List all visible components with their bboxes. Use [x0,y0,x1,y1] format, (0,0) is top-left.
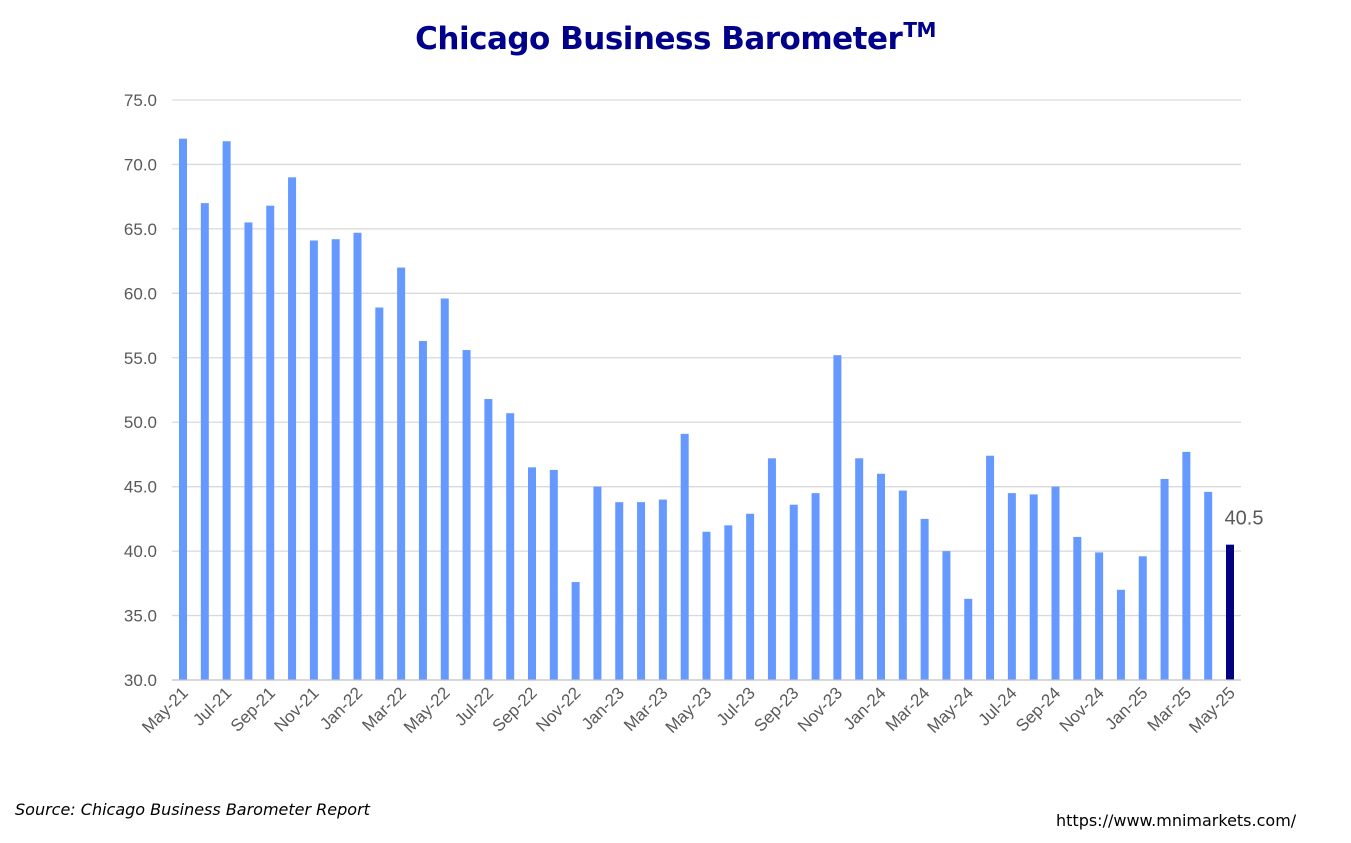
y-tick-label: 70.0 [124,155,157,174]
x-tick-label: Sep-21 [227,683,279,735]
y-tick-label: 60.0 [124,284,157,303]
bar-jun-24 [986,455,995,680]
bar-jul-24 [1007,493,1016,680]
x-tick-label: Sep-22 [489,683,541,735]
bar-jan-22 [353,232,362,680]
x-tick-label: Nov-21 [271,683,323,735]
y-tick-label: 40.0 [124,542,157,561]
x-tick-label: May-24 [924,683,978,737]
bar-jul-22 [484,399,493,680]
bar-nov-23 [833,355,842,680]
bar-feb-24 [898,490,907,680]
bar-may-25 [1226,544,1234,680]
bar-nov-24 [1095,552,1104,680]
source-url: https://www.mnimarkets.com/ [1056,811,1297,830]
data-labels: 40.5 [1225,508,1264,530]
data-label-latest: 40.5 [1225,508,1264,530]
bar-aug-23 [767,458,776,680]
x-tick-label: Jan-25 [1101,683,1151,733]
bar-sep-23 [789,504,798,680]
bar-dec-24 [1116,589,1125,680]
x-tick-label: May-23 [662,683,716,737]
bar-aug-21 [244,222,253,680]
y-tick-label: 65.0 [124,220,157,239]
bar-oct-21 [288,177,297,681]
bar-feb-23 [637,502,646,680]
bar-sep-24 [1051,486,1060,680]
gridlines [172,99,1241,617]
bar-aug-24 [1029,494,1038,680]
x-tick-label: Sep-24 [1012,683,1064,735]
x-tick-label: Nov-22 [532,683,584,735]
bar-may-23 [702,531,711,680]
y-tick-label: 55.0 [124,349,157,368]
x-tick-label: May-22 [400,683,454,737]
x-tick-label: May-21 [138,683,192,737]
bar-sep-21 [266,205,275,680]
bar-may-24 [964,598,973,680]
x-tick-label: May-25 [1185,683,1239,737]
bar-apr-23 [680,433,689,680]
bar-dec-22 [593,486,602,680]
bar-sep-22 [528,467,536,680]
x-tick-label: Mar-25 [1144,683,1196,735]
bar-aug-22 [506,413,515,680]
y-tick-label: 75.0 [124,91,157,110]
bar-oct-24 [1073,536,1082,680]
bar-dec-23 [855,458,864,680]
bar-mar-23 [658,499,667,680]
trademark-mark: TM [903,18,936,42]
bar-feb-22 [375,307,384,680]
bar-feb-25 [1160,478,1169,680]
y-tick-label: 50.0 [124,413,157,432]
y-tick-label: 35.0 [124,607,157,626]
bar-may-21 [179,138,187,680]
bar-jun-22 [462,350,471,680]
x-tick-label: Sep-23 [750,683,802,735]
bar-jan-24 [877,473,885,680]
bar-jun-21 [200,203,209,680]
x-tick-label: Jan-22 [316,683,366,733]
y-tick-label: 45.0 [124,478,157,497]
bar-dec-21 [331,239,340,680]
bars [179,138,1234,681]
bar-mar-24 [920,518,929,680]
bar-jul-21 [222,141,231,680]
y-tick-label: 30.0 [124,671,157,690]
bar-apr-22 [418,341,427,680]
x-axis-tick-labels: May-21Jul-21Sep-21Nov-21Jan-22Mar-22May-… [138,683,1239,737]
bar-oct-23 [811,493,820,680]
bar-jan-25 [1138,556,1147,680]
x-tick-label: Nov-23 [794,683,846,735]
x-tick-label: Jan-23 [578,683,628,733]
chart-title-text: Chicago Business Barometer [415,21,903,57]
x-tick-label: Mar-22 [358,683,410,735]
x-tick-label: Jan-24 [840,683,890,733]
bar-mar-22 [397,267,406,680]
chart-title-wrap: Chicago Business BarometerTM [0,18,1351,57]
bar-mar-25 [1182,451,1191,680]
x-tick-label: Mar-24 [882,683,934,735]
bar-jun-23 [724,525,733,680]
bar-apr-24 [942,551,951,680]
y-axis-tick-labels: 30.0 35.0 40.0 45.0 50.0 55.0 60.0 65.0 70.0 75.0 [124,91,157,690]
x-tick-label: Nov-24 [1056,683,1108,735]
x-tick-label: Mar-23 [620,683,672,735]
source-note: Source: Chicago Business Barometer Repor… [15,800,370,819]
bar-nov-21 [309,240,318,680]
bar-nov-22 [571,582,580,680]
chart-title: Chicago Business BarometerTM [415,18,936,57]
bar-jan-23 [615,502,624,680]
bar-may-22 [440,298,449,680]
bar-oct-22 [549,469,558,680]
bar-apr-25 [1204,491,1213,680]
bar-jul-23 [746,513,755,680]
